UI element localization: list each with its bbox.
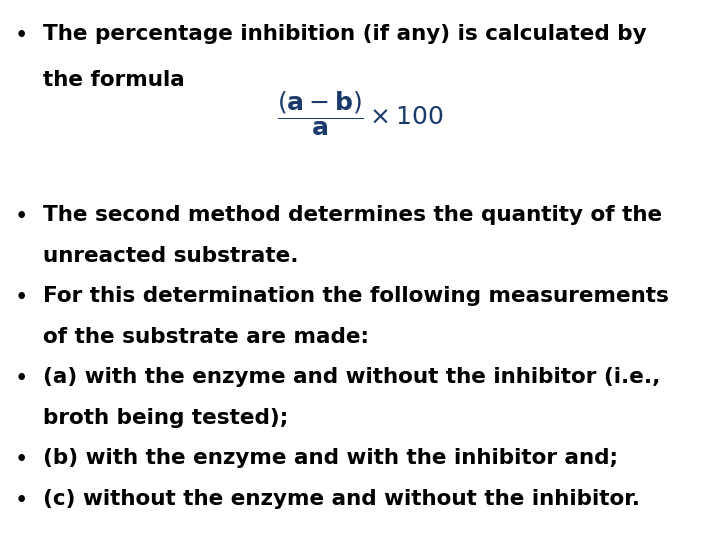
Text: broth being tested);: broth being tested); [43,408,289,428]
Text: The percentage inhibition (if any) is calculated by: The percentage inhibition (if any) is ca… [43,24,647,44]
Text: •: • [14,448,28,471]
Text: •: • [14,489,28,512]
Text: (c) without the enzyme and without the inhibitor.: (c) without the enzyme and without the i… [43,489,640,509]
Text: •: • [14,24,28,48]
Text: For this determination the following measurements: For this determination the following mea… [43,286,669,306]
Text: $\dfrac{(\mathbf{a} - \mathbf{b})}{\mathbf{a}} \times 100$: $\dfrac{(\mathbf{a} - \mathbf{b})}{\math… [276,89,444,138]
Text: •: • [14,286,28,309]
Text: the formula: the formula [43,70,185,90]
Text: •: • [14,367,28,390]
Text: of the substrate are made:: of the substrate are made: [43,327,369,347]
Text: •: • [14,205,28,228]
Text: (a) with the enzyme and without the inhibitor (i.e.,: (a) with the enzyme and without the inhi… [43,367,660,387]
Text: The second method determines the quantity of the: The second method determines the quantit… [43,205,662,225]
Text: unreacted substrate.: unreacted substrate. [43,246,299,266]
Text: (b) with the enzyme and with the inhibitor and;: (b) with the enzyme and with the inhibit… [43,448,618,468]
